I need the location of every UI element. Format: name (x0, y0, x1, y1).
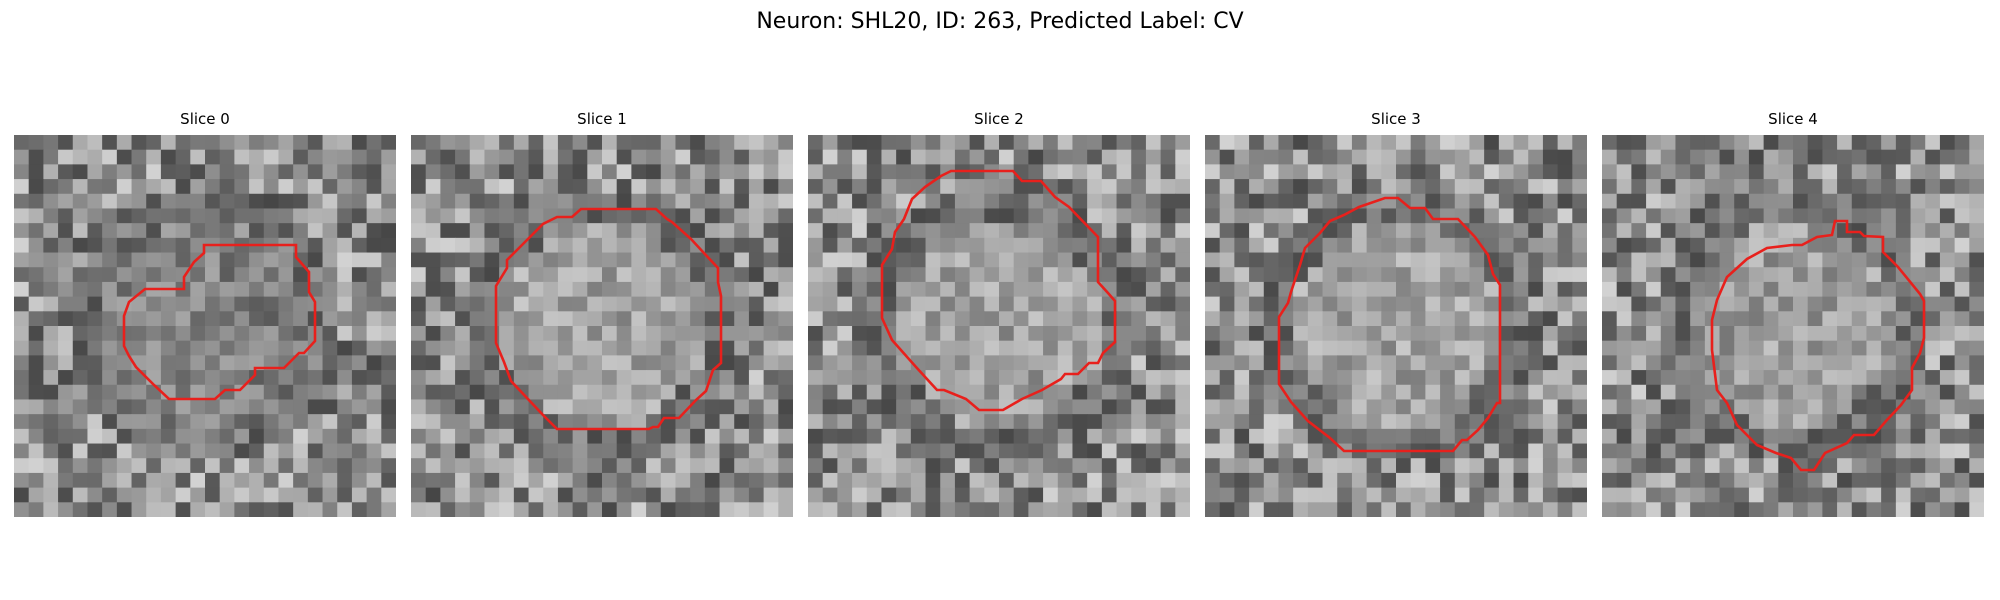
slice-2-image (808, 135, 1190, 517)
contour-outline (494, 207, 723, 431)
contour-outline (1277, 196, 1502, 453)
panel-title-slice-0: Slice 0 (180, 110, 230, 128)
slice-4-image (1602, 135, 1984, 517)
contour-outline (1710, 219, 1926, 472)
contour-outline (122, 243, 317, 401)
panel-title-slice-1: Slice 1 (577, 110, 627, 128)
panel-title-slice-2: Slice 2 (974, 110, 1024, 128)
figure-title: Neuron: SHL20, ID: 263, Predicted Label:… (756, 9, 1244, 34)
slice-1-image (411, 135, 793, 517)
panel-title-slice-3: Slice 3 (1371, 110, 1421, 128)
panel-title-slice-4: Slice 4 (1768, 110, 1818, 128)
contour-outline (880, 169, 1117, 412)
slice-3-image (1205, 135, 1587, 517)
slice-0-image (14, 135, 396, 517)
